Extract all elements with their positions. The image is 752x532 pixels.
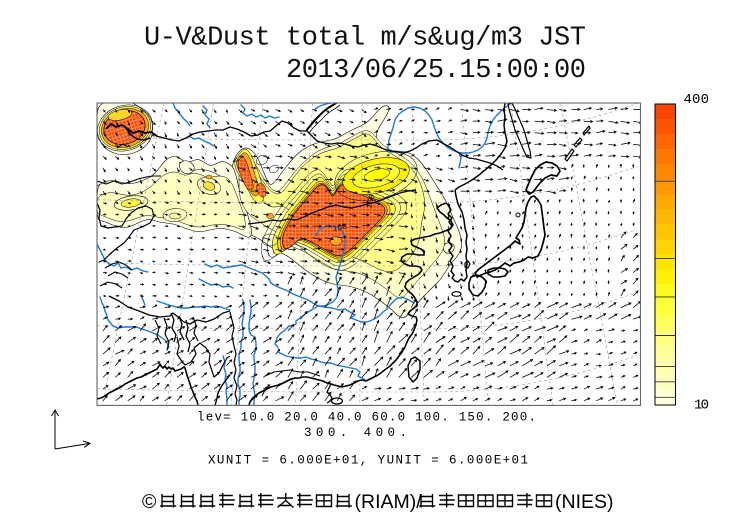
- svg-text:10: 10: [694, 398, 709, 414]
- svg-text:(RIAM)/: (RIAM)/: [355, 491, 423, 513]
- svg-text:300. 400.: 300. 400.: [304, 426, 407, 440]
- svg-text:U-V&Dust total m/s&ug/m3 JST: U-V&Dust total m/s&ug/m3 JST: [144, 24, 586, 54]
- svg-text:©: ©: [142, 491, 157, 513]
- svg-text:150: 150: [365, 193, 377, 209]
- svg-text:2013/06/25.15:00:00: 2013/06/25.15:00:00: [286, 56, 586, 86]
- svg-text:150: 150: [332, 223, 348, 234]
- svg-text:lev= 10.0 20.0 40.0 60.0: lev= 10.0 20.0 40.0 60.0 100. 150. 200.: [197, 411, 536, 425]
- svg-text:XUNIT = 6.000E+01, YUNIT =: XUNIT = 6.000E+01, YUNIT = 6.000E+01: [208, 454, 528, 468]
- svg-text:(NIES): (NIES): [555, 491, 614, 513]
- svg-text:400: 400: [684, 92, 710, 108]
